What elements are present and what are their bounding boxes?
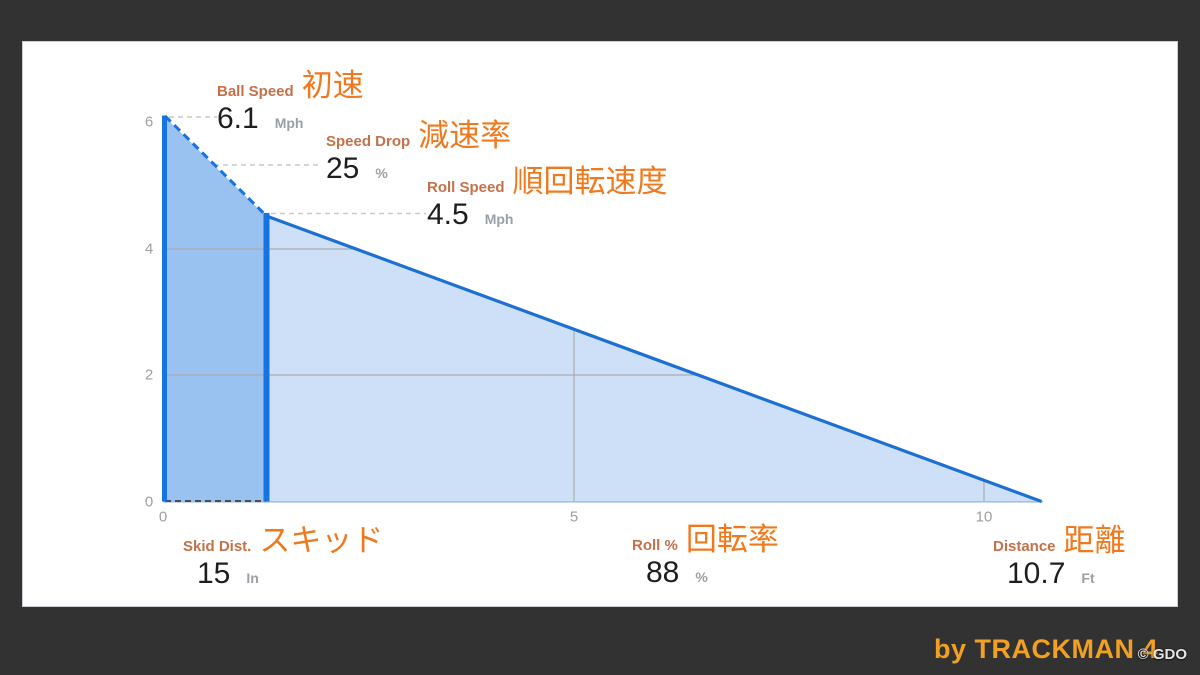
roll-pct-unit: % — [695, 568, 708, 585]
ball-speed-label-en: Ball Speed — [217, 83, 294, 100]
roll-speed-value: 4.5 — [427, 197, 469, 231]
distance-unit: Ft — [1081, 569, 1095, 586]
y-tick-4: 4 — [144, 240, 154, 258]
ball-speed-unit: Mph — [274, 114, 304, 131]
speed-drop-unit: % — [375, 164, 388, 181]
skid-dist-label-en: Skid Dist. — [183, 538, 252, 555]
distance-label-en: Distance — [993, 538, 1056, 555]
roll-pct-label-en: Roll % — [632, 537, 678, 554]
x-tick-0: 0 — [158, 508, 168, 526]
speed-drop-value: 25 — [326, 151, 360, 185]
roll-pct-label-ja: 回転率 — [685, 522, 779, 557]
speed-drop-label-ja: 減速率 — [418, 118, 512, 153]
x-tick-5: 5 — [569, 508, 579, 526]
y-tick-2: 2 — [144, 366, 154, 384]
distance-label-ja: 距離 — [1063, 523, 1126, 558]
speed-drop-label-en: Speed Drop — [326, 133, 411, 150]
roll-speed-label-ja: 順回転速度 — [512, 164, 668, 199]
gdo-watermark: © GDO — [1137, 646, 1187, 663]
skid-dist-label-ja: スキッド — [259, 523, 384, 558]
chart-card — [23, 42, 1177, 606]
skid-dist-value: 15 — [197, 556, 231, 590]
skid-dist-unit: In — [246, 569, 259, 586]
trackman-credit: by TRACKMAN 4 — [933, 634, 1158, 664]
ball-speed-value: 6.1 — [217, 101, 259, 135]
y-tick-6: 6 — [144, 113, 154, 131]
roll-pct-value: 88 — [646, 555, 680, 589]
y-tick-0: 0 — [144, 493, 154, 511]
metric-roll-speed: Roll Speed 順回転速度 4.5 Mph — [427, 166, 668, 230]
metric-skid-dist: Skid Dist. スキッド 15 In — [183, 525, 383, 589]
metric-roll-pct: Roll % 回転率 88 % — [632, 524, 779, 588]
metric-ball-speed: Ball Speed 初速 6.1 Mph — [217, 70, 364, 134]
metric-speed-drop: Speed Drop 減速率 25 % — [326, 120, 511, 184]
distance-value: 10.7 — [1007, 556, 1066, 590]
ball-speed-label-ja: 初速 — [301, 68, 364, 103]
metric-distance: Distance 距離 10.7 Ft — [993, 525, 1126, 589]
roll-speed-unit: Mph — [484, 210, 514, 227]
x-tick-10: 10 — [975, 508, 993, 526]
roll-speed-label-en: Roll Speed — [427, 179, 505, 196]
